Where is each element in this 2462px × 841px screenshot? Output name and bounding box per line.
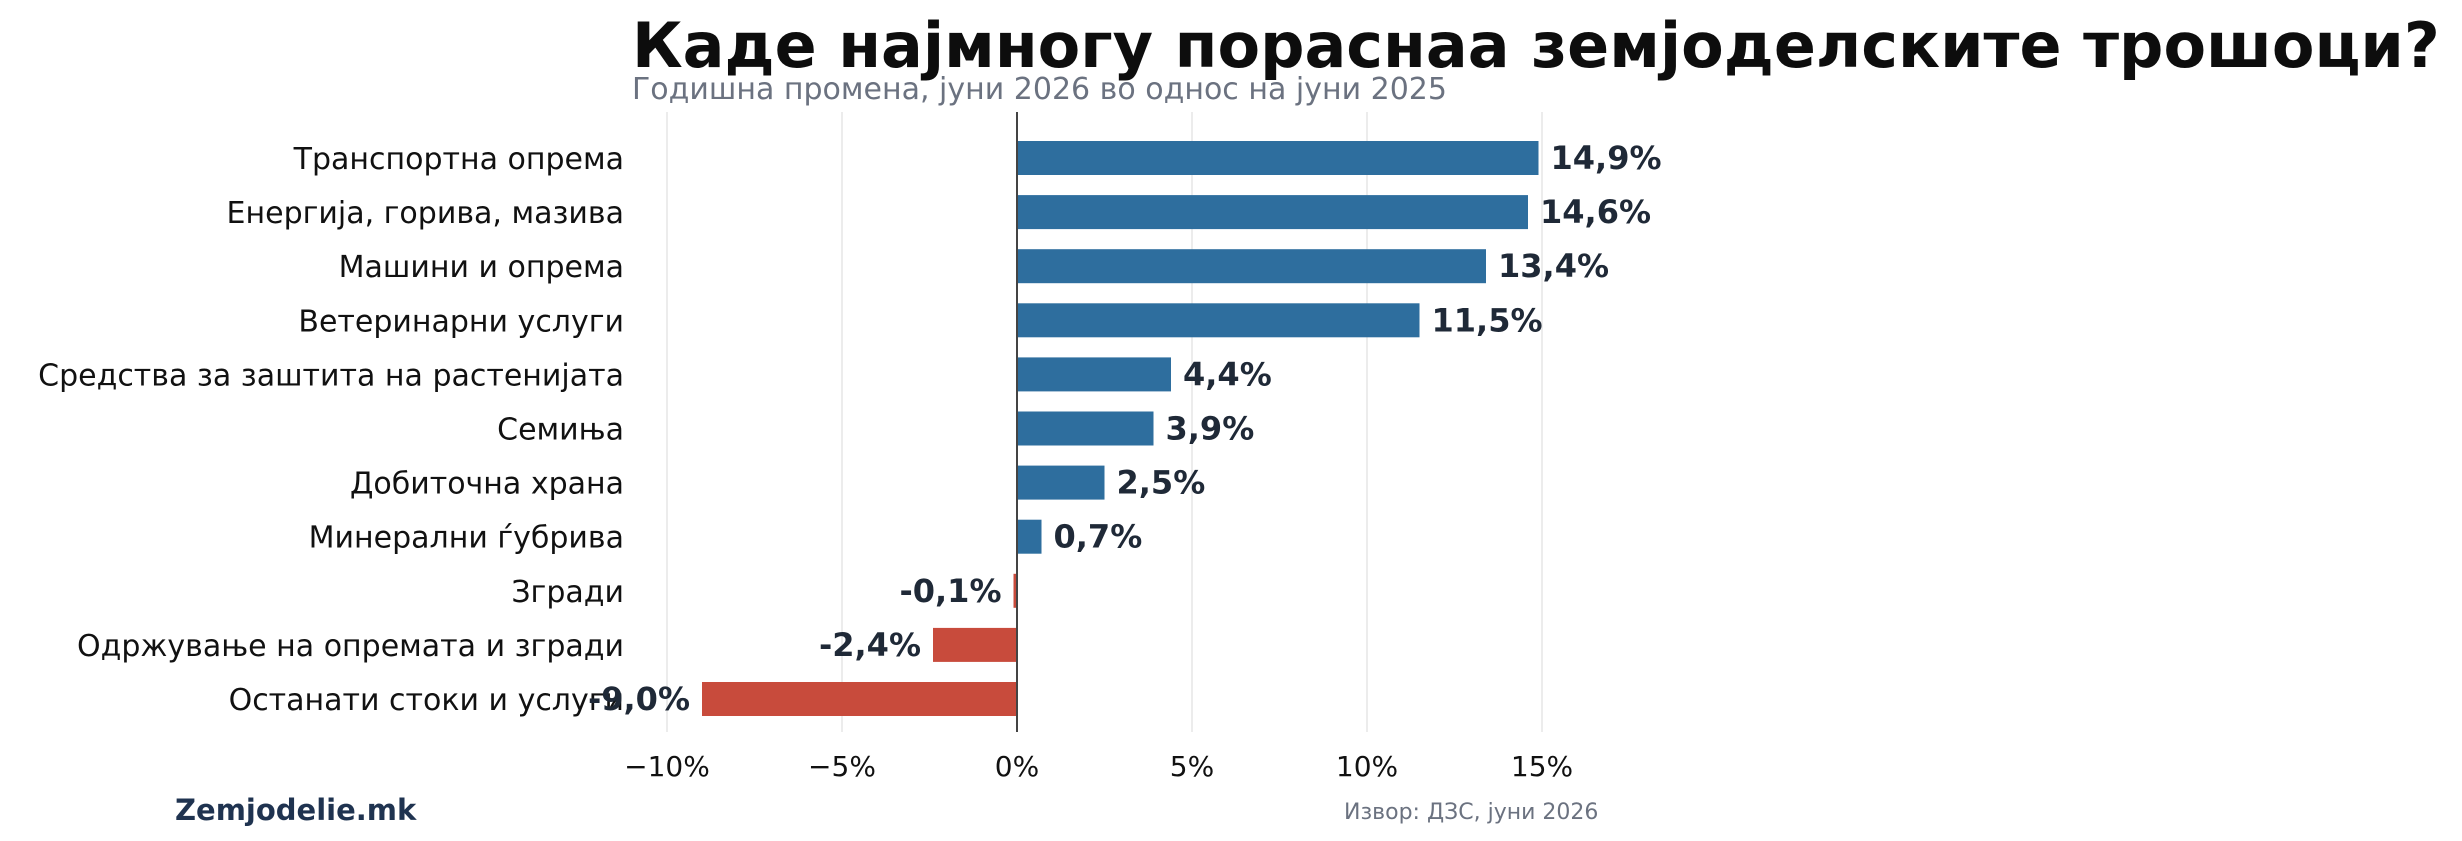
x-tick-label: 0%: [995, 750, 1039, 783]
chart-subtitle: Годишна промена, јуни 2026 во однос на ј…: [632, 72, 1447, 107]
data-label: 14,6%: [1540, 193, 1651, 231]
bar: [1017, 141, 1539, 175]
bar: [1013, 573, 1017, 608]
category-label: Средства за заштита на растенијата: [38, 358, 624, 393]
category-label: Минерални ѓубрива: [309, 521, 624, 556]
x-tick-label: 5%: [1170, 750, 1214, 783]
x-tick-label: 10%: [1336, 750, 1398, 783]
x-tick-label: −10%: [624, 750, 710, 783]
bar: [702, 682, 1017, 716]
data-label: 2,5%: [1117, 464, 1206, 502]
category-label: Транспортна опрема: [293, 142, 624, 177]
data-label: 11,5%: [1432, 301, 1543, 339]
bar: [1017, 519, 1042, 554]
category-label: Одржување на опремата и згради: [77, 629, 624, 664]
data-label: 3,9%: [1166, 410, 1255, 448]
x-axis-ticks: −10% −5% 0% 5% 10% 15%: [624, 750, 1573, 783]
data-label: -0,1%: [899, 572, 1001, 610]
x-tick-label: −5%: [808, 750, 876, 783]
brand-logo-text: Zemjodelie.mk: [175, 793, 417, 827]
category-label: Останати стоки и услуги: [229, 683, 624, 718]
data-label: 4,4%: [1183, 355, 1272, 393]
category-label: Машини и опрема: [339, 250, 624, 285]
bars: [702, 112, 1539, 732]
category-label: Ветеринарни услуги: [298, 304, 624, 339]
data-label: -2,4%: [819, 626, 921, 664]
bar: [1017, 249, 1486, 284]
category-label: Семиња: [497, 413, 624, 448]
category-label: Добиточна храна: [350, 467, 624, 502]
data-label: 0,7%: [1054, 518, 1143, 556]
bar: [1017, 357, 1171, 392]
x-tick-label: 15%: [1511, 750, 1573, 783]
labels: Транспортна опрема 14,9% Енергија, горива,…: [38, 139, 1661, 718]
chart-title: Каде најмногу пораснаа земјоделските тро…: [632, 9, 2440, 82]
bar: [1017, 411, 1154, 446]
bar: [1017, 465, 1105, 500]
data-label: 13,4%: [1498, 247, 1609, 285]
category-label: Згради: [511, 575, 624, 610]
bar: [1017, 195, 1528, 230]
source-note: Извор: ДЗС, јуни 2026: [1344, 800, 1599, 825]
bar: [1017, 303, 1420, 338]
data-label: -9,0%: [588, 680, 690, 718]
data-label: 14,9%: [1551, 139, 1662, 177]
bar: [933, 627, 1017, 662]
category-label: Енергија, горива, мазива: [227, 196, 624, 231]
